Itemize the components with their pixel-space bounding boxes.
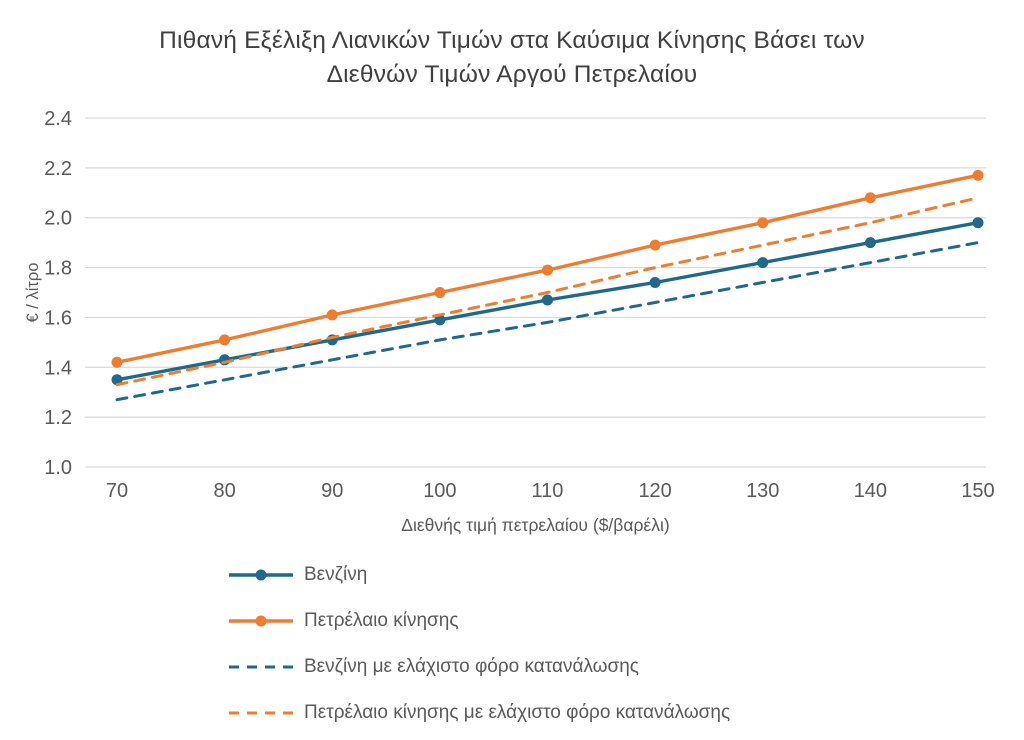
legend-label: Πετρέλαιο κίνησης: [304, 610, 459, 631]
data-point-gasoline: [972, 217, 984, 229]
data-point-diesel: [649, 239, 661, 251]
data-point-gasoline: [111, 374, 123, 386]
legend-label: Βενζίνη με ελάχιστο φόρο κατανάλωσης: [304, 656, 639, 677]
legend-item-gasoline-min-excise-tax: Βενζίνη με ελάχιστο φόρο κατανάλωσης: [227, 644, 730, 690]
x-tick-label: 130: [746, 480, 779, 502]
data-point-diesel: [542, 264, 553, 276]
x-tick-label: 90: [321, 480, 343, 502]
data-point-diesel: [864, 192, 876, 204]
x-axis-title: Διεθνής τιμή πετρελαίου ($/βαρέλι): [401, 515, 669, 535]
y-axis-title: € / λίτρο: [24, 263, 42, 323]
chart-title: Πιθανή Εξέλιξη Λιανικών Τιμών στα Καύσιμ…: [0, 24, 1024, 92]
series-line-diesel-min-excise-tax: [115, 196, 980, 387]
x-tick-label: 70: [106, 480, 128, 502]
chart-title-line-2: Διεθνών Τιμών Αργού Πετρελαίου: [326, 61, 698, 88]
legend-label: Πετρέλαιο κίνησης με ελάχιστο φόρο καταν…: [304, 702, 731, 723]
data-point-gasoline: [434, 314, 446, 326]
x-tick-label: 150: [961, 480, 994, 502]
x-tick-label: 80: [214, 480, 236, 502]
legend-key-diesel-min-excise-tax: [229, 711, 293, 715]
legend-item-gasoline: Βενζίνη: [227, 552, 730, 598]
x-tick-label: 140: [854, 480, 887, 502]
y-tick-label: 2.2: [44, 158, 72, 180]
x-tick-label: 110: [532, 480, 564, 502]
y-tick-label: 1.0: [44, 457, 72, 479]
chart-title-line-1: Πιθανή Εξέλιξη Λιανικών Τιμών στα Καύσιμ…: [159, 27, 865, 54]
data-point-diesel: [219, 334, 231, 346]
legend-key-gasoline: [229, 569, 293, 581]
plot-area: 1.0 1.2 1.4 1.6 1.8 2.0 2.2 2.4 70 80 90 100 110 120 1…: [24, 108, 995, 535]
legend-key-diesel: [229, 615, 293, 627]
data-point-diesel: [434, 287, 446, 298]
legend-item-diesel: Πετρέλαιο κίνησης: [227, 598, 730, 644]
data-point-diesel: [326, 309, 338, 321]
legend-item-diesel-min-excise-tax: Πετρέλαιο κίνησης με ελάχιστο φόρο καταν…: [227, 690, 730, 736]
series-line-gasoline-min-excise-tax: [115, 241, 980, 402]
x-tick-label: 100: [423, 480, 456, 502]
y-tick-label: 1.2: [44, 407, 72, 429]
data-point-gasoline: [864, 237, 876, 249]
legend-label: Βενζίνη: [304, 564, 368, 585]
y-tick-label: 2.0: [44, 208, 72, 230]
y-tick-label: 1.6: [44, 307, 72, 329]
legend-marker-sample: [255, 569, 267, 581]
data-point-gasoline: [649, 277, 661, 289]
legend-key-gasoline-min-excise-tax: [229, 665, 293, 669]
data-point-diesel: [111, 356, 123, 368]
data-point-gasoline: [542, 294, 553, 306]
y-tick-label: 1.8: [44, 258, 72, 280]
legend-marker-sample: [255, 615, 267, 627]
data-point-gasoline: [757, 257, 769, 269]
y-tick-label: 2.4: [44, 108, 72, 130]
y-tick-label: 1.4: [44, 357, 72, 379]
legend: Βενζίνη Πετρέλαιο κίνησης Βενζίνη με ελάχι…: [227, 552, 730, 736]
data-point-diesel: [757, 217, 769, 229]
x-tick-label: 120: [638, 480, 671, 502]
data-point-diesel: [972, 169, 984, 181]
